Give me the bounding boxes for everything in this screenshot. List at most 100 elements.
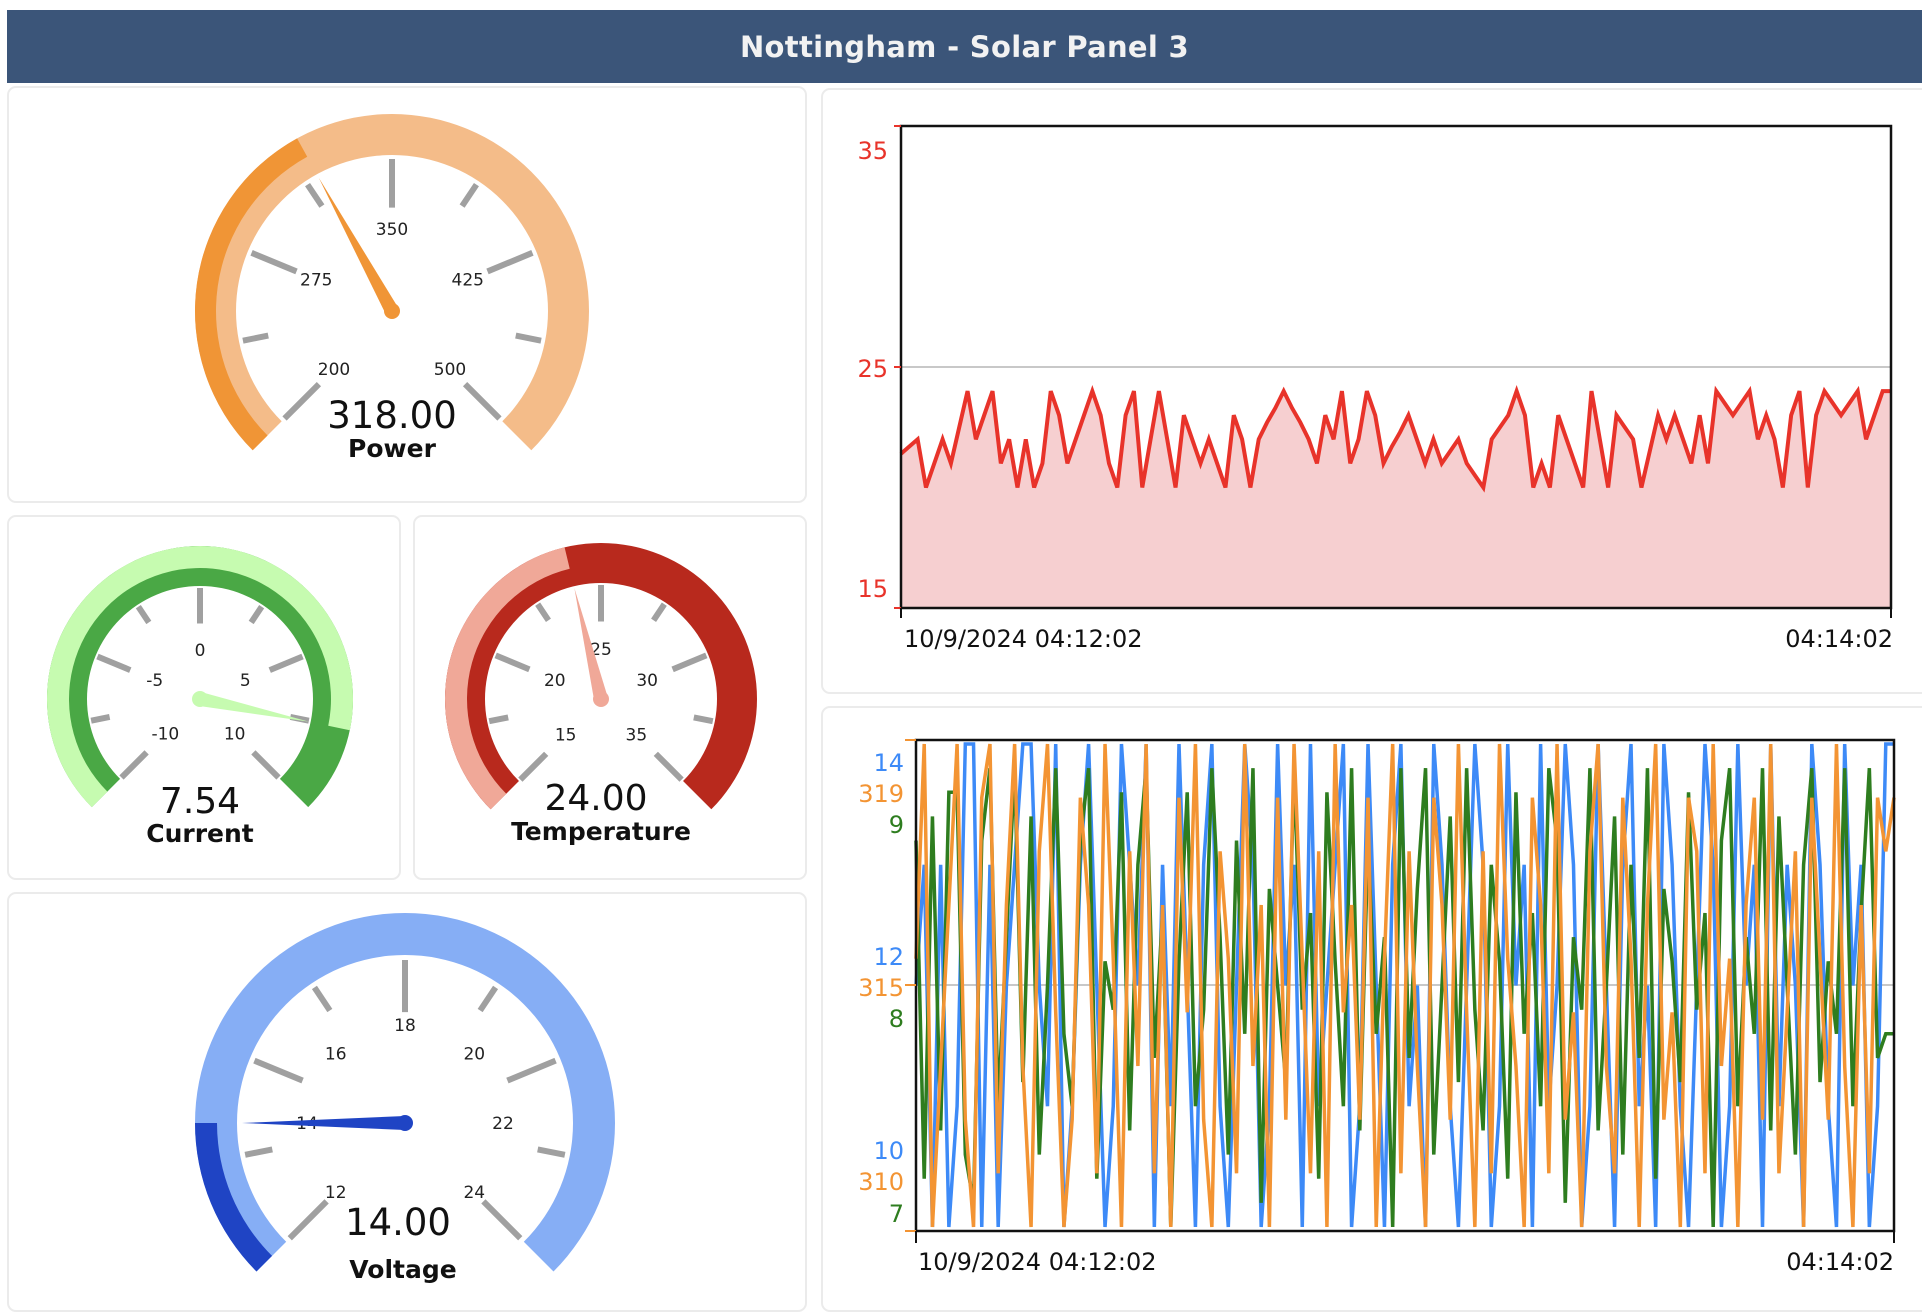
voltage-axis-label: 12 [873, 943, 904, 971]
gauge-tick [268, 653, 304, 673]
gauge-tick [488, 714, 509, 725]
electrical-chart-panel: 14 319 9 12 315 8 10 310 7 10/9/2024 04:… [821, 706, 1922, 1312]
dashboard-header: Nottingham - Solar Panel 3 [7, 10, 1922, 83]
temperature-line [899, 384, 1891, 493]
gauge-scale-label: 200 [318, 360, 350, 380]
gauge-scale-label: 30 [636, 671, 658, 691]
gauge-tick [535, 602, 551, 622]
gauge-tick [506, 1057, 557, 1084]
voltage-value: 14.00 [345, 1201, 451, 1244]
gauge-tick [518, 751, 549, 782]
gauge-scale-label: 12 [325, 1183, 347, 1203]
gauge-tick [248, 605, 265, 625]
current-axis-label: 9 [889, 811, 904, 839]
temperature-gauge-panel: 15 20 25 30 35 24.00 Temperature [413, 515, 807, 880]
gauge-tick [287, 1199, 329, 1241]
power-value: 318.00 [327, 394, 456, 437]
gauge-scale-label: 350 [376, 220, 408, 240]
gauge-needle-hub [593, 691, 609, 707]
gauge-scale-label: 5 [240, 671, 251, 691]
gauge-scale-label: 275 [300, 271, 332, 291]
x-start-label: 10/9/2024 04:12:02 [904, 625, 1142, 653]
temperature-gauge: 15 20 25 30 35 24.00 Temperature [445, 543, 757, 846]
y-tick-label: 25 [857, 355, 888, 383]
x-end-label: 04:14:02 [1785, 625, 1893, 653]
gauge-tick [481, 1199, 523, 1241]
y-tick-label: 15 [857, 575, 888, 603]
current-gauge-panel: -10 -5 0 5 10 7.54 Current [7, 515, 401, 880]
power-gauge-panel: 200 275 350 425 500 318.00 Power [7, 86, 807, 503]
gauge-needle-hub [397, 1115, 413, 1131]
gauge-scale-label: 500 [434, 360, 466, 380]
gauge-needle [574, 588, 608, 701]
gauge-scale-label: 425 [452, 271, 484, 291]
gauge-scale-label: 15 [555, 725, 577, 745]
gauge-tick [96, 653, 132, 673]
gauge-tick [671, 652, 708, 673]
voltage-title: Voltage [349, 1255, 456, 1284]
gauge-scale-label: 25 [590, 640, 612, 660]
gauge-scale-label: 20 [544, 671, 566, 691]
gauge-tick [305, 182, 325, 208]
voltage-axis-label: 10 [873, 1137, 904, 1165]
current-gauge: -10 -5 0 5 10 7.54 Current [46, 545, 354, 848]
gauge-needle-hub [384, 303, 400, 319]
gauge-needle [198, 692, 309, 722]
gauge-tick [135, 605, 152, 625]
gauge-scale-label: 22 [492, 1114, 514, 1134]
gauge-needle [318, 177, 399, 315]
gauge-needle-hub [192, 691, 208, 707]
current-axis-label: 7 [889, 1200, 904, 1228]
gauge-tick [462, 381, 502, 421]
gauge-tick [253, 1057, 304, 1084]
power-axis-label: 310 [858, 1168, 904, 1196]
gauge-value-fill [194, 138, 308, 451]
gauge-value-fill [445, 547, 570, 810]
x-end-label: 04:14:02 [1786, 1248, 1894, 1276]
gauge-scale-label: 24 [463, 1183, 485, 1203]
gauge-scale-label: 16 [325, 1045, 347, 1065]
current-axis-label: 8 [889, 1005, 904, 1033]
gauge-tick [251, 750, 281, 780]
temperature-chart: 35 25 15 10/9/2024 04:12:02 04:14:02 [857, 124, 1893, 653]
gauge-tick [494, 652, 531, 673]
gauge-scale-label: 10 [224, 725, 246, 745]
gauge-tick [311, 985, 333, 1013]
gauge-value-fill [195, 1123, 273, 1272]
gauge-scale-label: 20 [463, 1045, 485, 1065]
current-title: Current [146, 819, 254, 848]
current-value: 7.54 [160, 781, 240, 822]
gauge-scale-label: -5 [146, 671, 163, 691]
x-start-label: 10/9/2024 04:12:02 [918, 1248, 1156, 1276]
power-gauge: 200 275 350 425 500 318.00 Power [194, 114, 590, 463]
voltage-gauge: 12141618202224 14.00 Voltage [195, 913, 615, 1284]
voltage-gauge-panel: 12141618202224 14.00 Voltage [7, 892, 807, 1312]
gauge-tick [90, 714, 111, 724]
temperature-area-fill [901, 391, 1891, 608]
gauge-tick [244, 1146, 273, 1158]
power-line [914, 743, 1896, 1228]
gauge-tick [693, 714, 714, 725]
electrical-chart: 14 319 9 12 315 8 10 310 7 10/9/2024 04:… [858, 738, 1896, 1276]
temperature-value: 24.00 [544, 778, 647, 819]
gauge-tick [486, 250, 534, 275]
gauge-scale-label: 35 [626, 725, 648, 745]
power-axis-label: 319 [858, 780, 904, 808]
gauge-tick [537, 1146, 566, 1158]
temperature-title: Temperature [511, 817, 691, 846]
gauge-scale-label: 18 [394, 1016, 416, 1036]
power-axis-label: 315 [858, 974, 904, 1002]
gauge-needle [242, 1116, 405, 1130]
gauge-scale-label: -10 [151, 725, 179, 745]
page-title: Nottingham - Solar Panel 3 [739, 29, 1190, 64]
gauge-scale-label: 0 [195, 641, 206, 661]
gauge-tick [515, 332, 542, 344]
gauge-tick [282, 381, 322, 421]
voltage-axis-label: 14 [873, 749, 904, 777]
gauge-band [445, 543, 757, 810]
gauge-band [46, 545, 353, 808]
gauge-tick [250, 250, 298, 275]
gauge-tick [653, 751, 684, 782]
gauge-tick [477, 985, 499, 1013]
y-tick-label: 35 [857, 137, 888, 165]
